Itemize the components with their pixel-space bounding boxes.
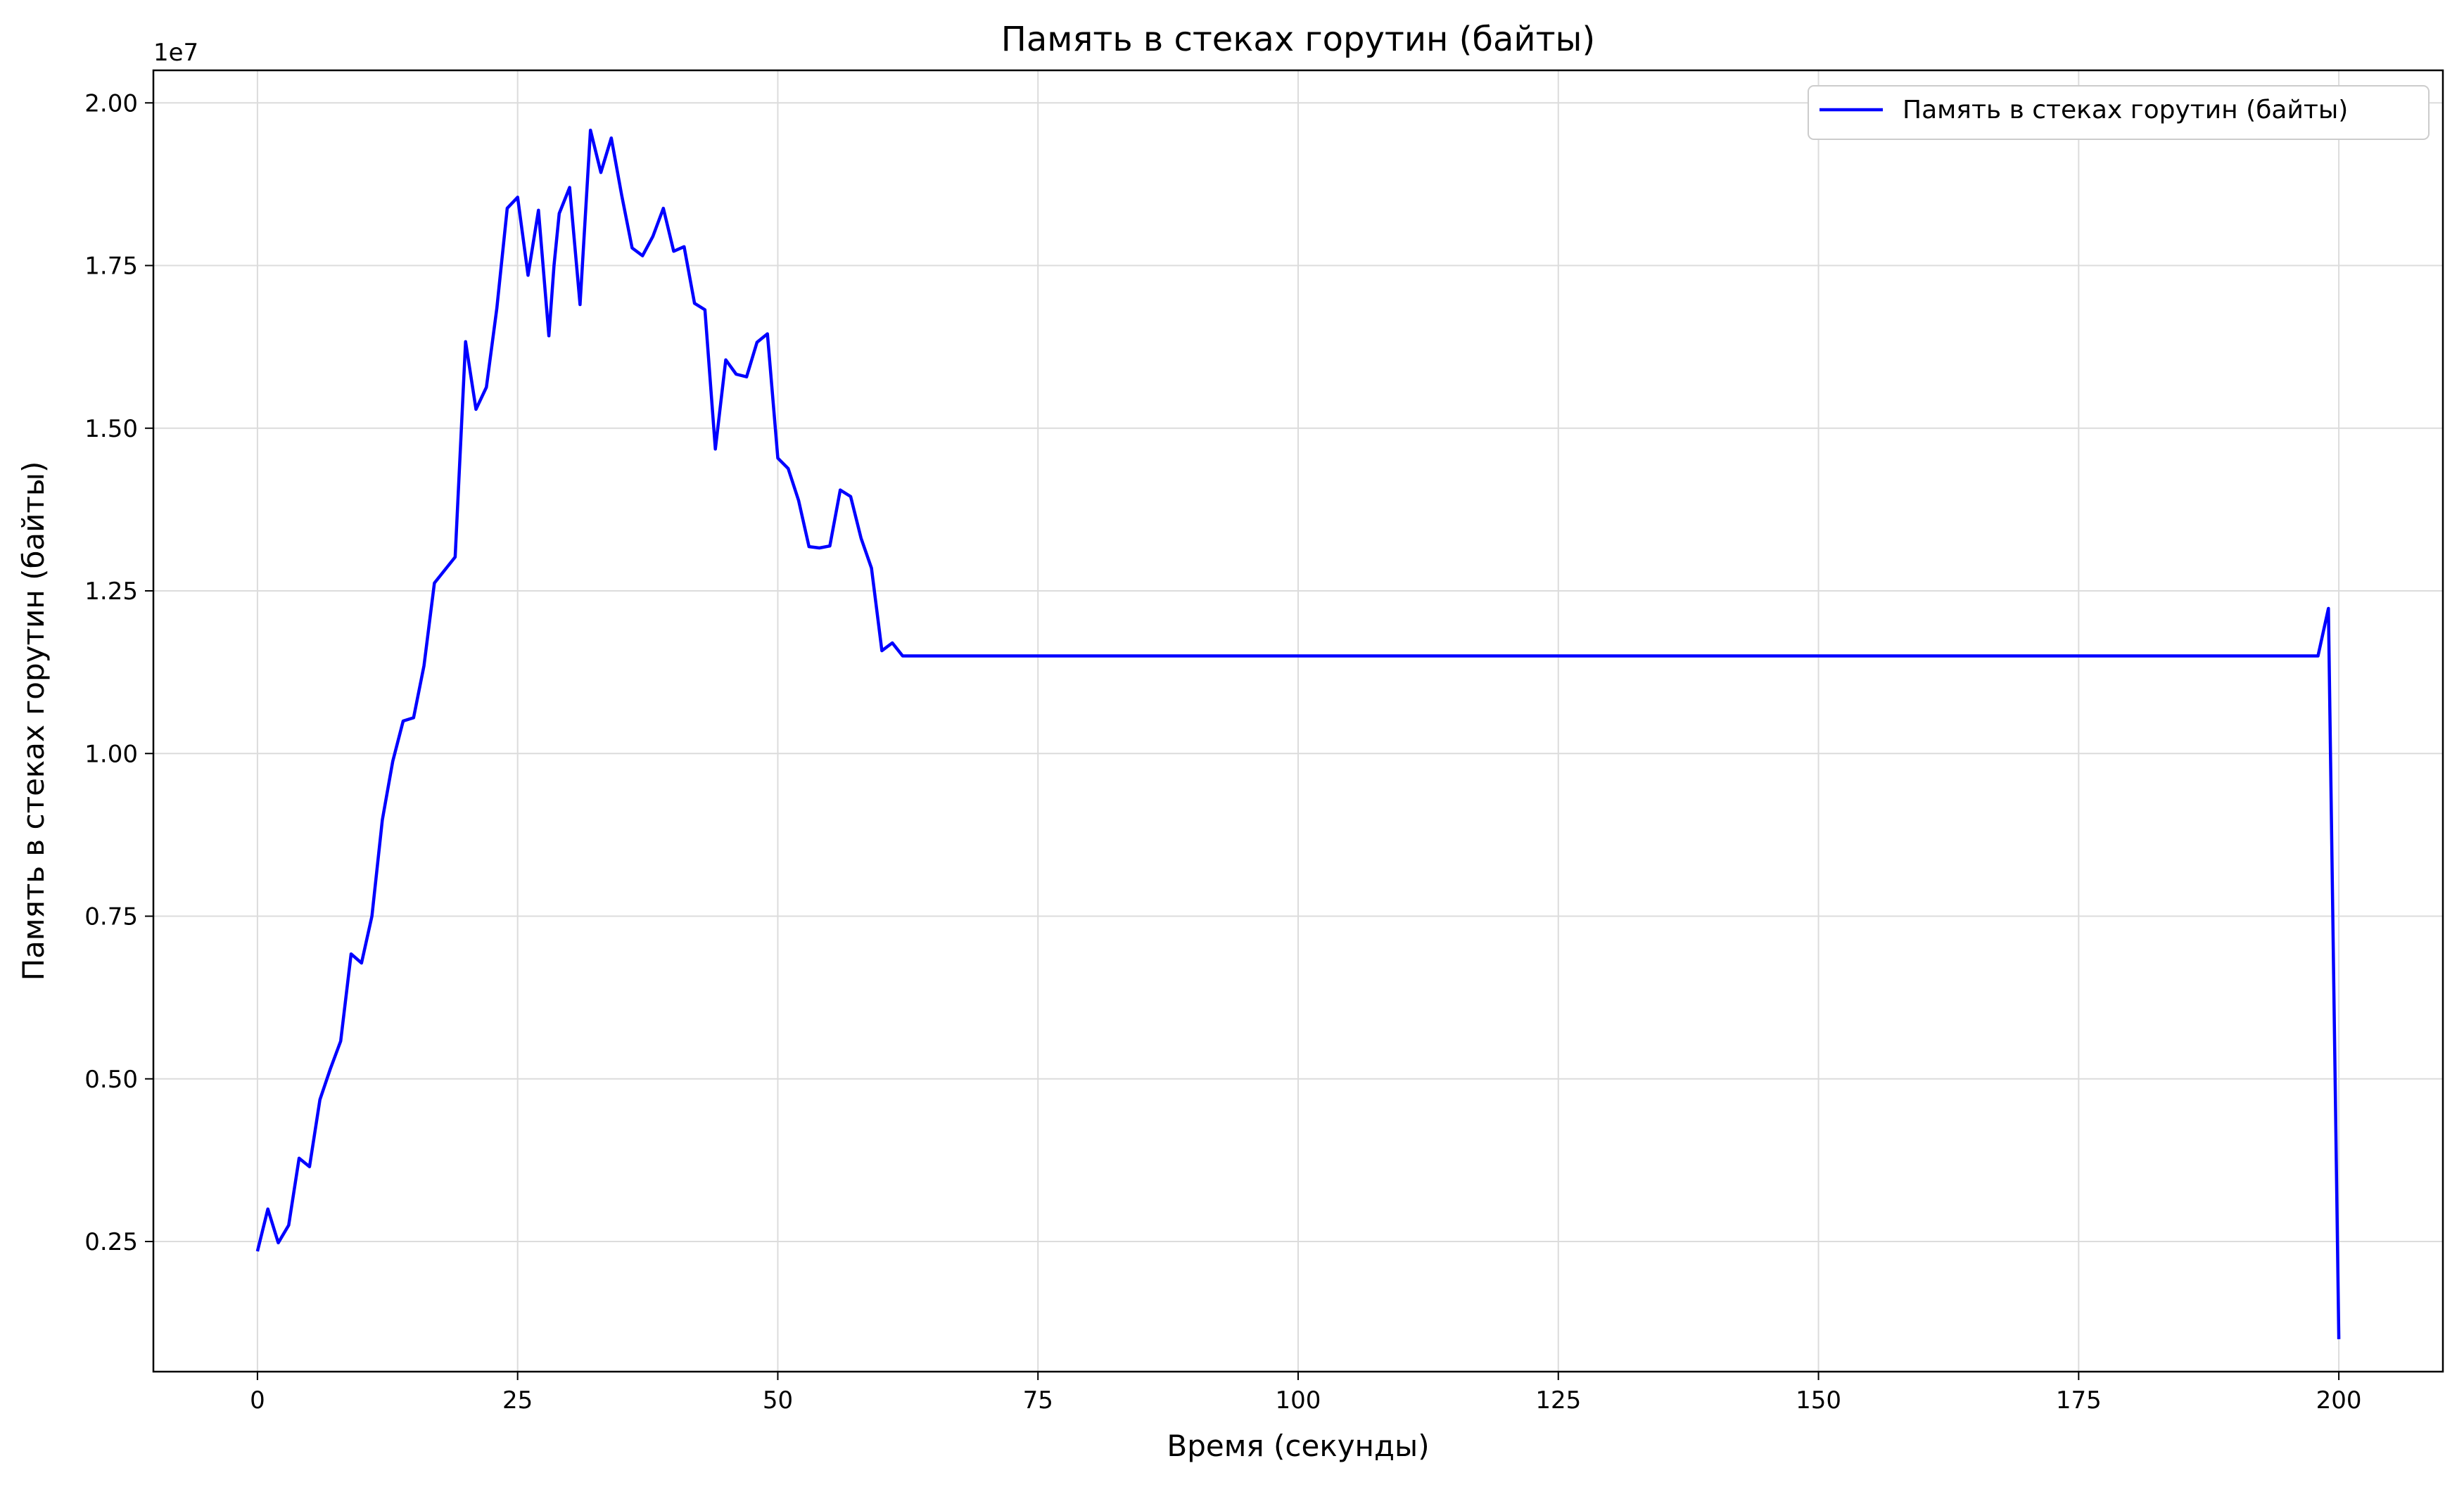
y-tick-label: 1.25 [84,577,138,606]
y-tick-label: 1.00 [84,740,138,768]
y-axis-label: Память в стеках горутин (байты) [16,461,51,981]
x-tick-label: 200 [2316,1386,2362,1415]
y-tick-label: 0.50 [84,1066,138,1094]
x-tick-label: 150 [1796,1386,1841,1415]
y-tick-label: 0.25 [84,1228,138,1256]
legend-box [1808,85,2430,140]
y-offset-label: 1e7 [153,39,198,67]
x-tick-label: 125 [1535,1386,1581,1415]
x-tick-label: 0 [250,1386,265,1415]
y-tick-label: 1.50 [84,415,138,443]
grid-lines [153,70,2443,1372]
x-tick-label: 25 [502,1386,533,1415]
x-tick-label: 175 [2056,1386,2102,1415]
x-axis-label: Время (секунды) [1167,1429,1429,1463]
x-tick-label: 75 [1023,1386,1053,1415]
legend-label: Память в стеках горутин (байты) [1903,96,2348,125]
y-tick-label: 0.75 [84,903,138,931]
y-axis: 0.25 0.50 0.75 1.00 1.25 1.50 1.75 2.00 [84,89,153,1256]
series-group [255,128,2341,1339]
chart-title: Память в стеках горутин (байты) [1001,20,1595,59]
legend: Память в стеках горутин (байты) [1808,85,2430,140]
x-tick-label: 100 [1276,1386,1321,1415]
x-tick-label: 50 [763,1386,793,1415]
x-axis: 0 25 50 75 100 125 150 175 200 [250,1372,2362,1415]
y-tick-label: 2.00 [84,89,138,117]
y-tick-label: 1.75 [84,253,138,281]
